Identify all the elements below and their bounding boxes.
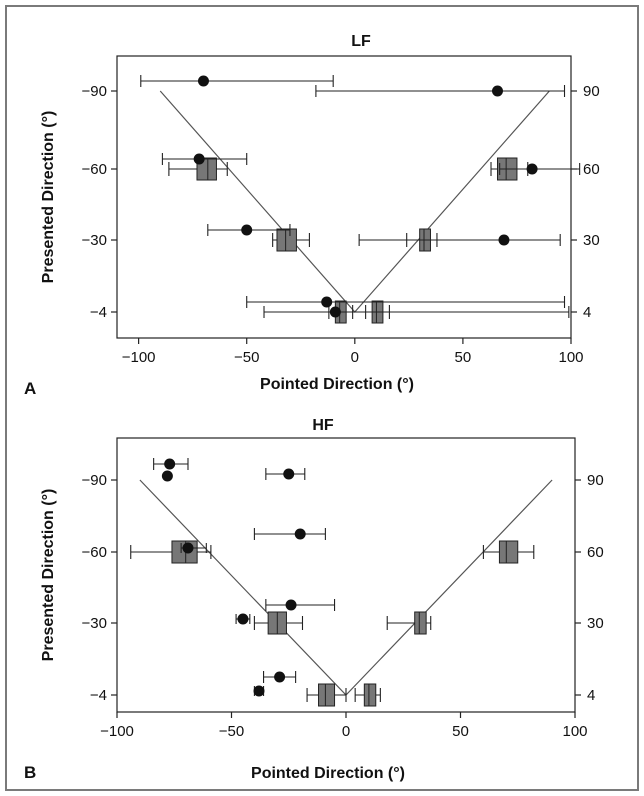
panel-a-title: LF [351,33,371,50]
panel-b-y-tick-label: −4 [90,687,107,704]
panel-b-point-marker [164,458,176,470]
panel-a-point [315,85,566,97]
panel-a-point-marker [498,234,510,246]
panel-a-point [499,163,581,175]
panel-b-point-marker [285,599,297,611]
panel-a-point [358,234,561,246]
panel-a-point [246,296,566,308]
panel-b-marker-dot [182,542,194,554]
panel-a-y-right-tick-label: 4 [583,304,591,321]
panel-b-point [153,458,189,470]
panel-a-y-right-tick-label: 60 [583,161,600,178]
panel-a-x-tick-label: 0 [351,349,359,366]
panel-a-x-tick-label: −50 [234,349,259,366]
panel-b-marker-dot [237,613,249,625]
panel-a-plot-area [116,55,572,339]
panel-b-y-right-tick-label: 30 [587,615,604,632]
panel-b-x-tick-label: −100 [100,723,134,740]
panel-b-letter: B [24,763,36,782]
panel-a-box-iqr [276,228,297,252]
panel-b-x-tick-label: 100 [562,723,587,740]
panel-a-point [207,224,291,236]
panel-b-box-iqr [498,540,519,564]
panel-a-point-marker [193,153,205,165]
panel-b-box [130,540,212,564]
panel-b-plot-area [116,437,576,713]
panel-a-y-tick-label: −90 [82,83,107,100]
panel-b-y-right-tick-label: 90 [587,472,604,489]
panel-b-box-iqr [414,611,427,635]
panel-a-x-axis-label: Pointed Direction (°) [260,376,414,393]
panel-b-point-marker [294,528,306,540]
panel-a-x-tick-label: 50 [455,349,472,366]
panel-b-point [253,528,326,540]
panel-b-x-tick-label: −50 [219,723,244,740]
panel-b-marker-dot [161,470,173,482]
panel-b-y-axis-label: Presented Direction (°) [40,489,57,662]
panel-a-point-marker [526,163,538,175]
figure-frame [5,5,639,791]
panel-a-y-right-tick-label: 90 [583,83,600,100]
panel-a-x-tick-label: 100 [558,349,583,366]
panel-a-point-marker [329,306,341,318]
panel-b-title: HF [312,417,334,434]
panel-b-marker-dot [253,685,265,697]
panel-b: HF B Pointed Direction (°) Presented Dir… [24,417,604,782]
panel-b-box [253,611,304,635]
panel-a-point-marker [491,85,503,97]
panel-b-point [265,599,336,611]
panel-b-x-tick-label: 0 [342,723,350,740]
panel-b-x-axis-label: Pointed Direction (°) [251,765,405,782]
panel-a-point-marker [321,296,333,308]
panel-b-box [386,611,432,635]
panel-b-x-tick-label: 50 [452,723,469,740]
panel-b-box-iqr [318,683,336,707]
panel-a-x-tick-label: −100 [122,349,156,366]
panel-b-point [265,468,306,480]
panel-b-box-iqr [363,683,377,707]
panel-a-reference-line [159,90,550,313]
panel-a-y-axis-label: Presented Direction (°) [40,111,57,284]
panel-b-box [482,540,535,564]
panel-a-y-right-tick-label: 30 [583,232,600,249]
panel-b-point-marker [274,671,286,683]
panel-a-box [272,228,310,252]
panel-a-y-tick-label: −60 [82,161,107,178]
panel-a-y-tick-label: −30 [82,232,107,249]
panel-b-box [306,683,347,707]
panel-b-y-right-tick-label: 60 [587,544,604,561]
panel-a-point [140,75,334,87]
panel-a-point [263,306,570,318]
panel-a: LF A Pointed Direction (°) Presented Dir… [24,33,600,398]
panel-b-y-right-tick-label: 4 [587,687,595,704]
panel-b-reference-line [139,479,553,696]
panel-b-y-tick-label: −90 [82,472,107,489]
panel-a-point-marker [197,75,209,87]
panel-b-box [354,683,381,707]
panel-a-point [161,153,248,165]
panel-a-point-marker [241,224,253,236]
panel-a-y-tick-label: −4 [90,304,107,321]
panel-b-y-tick-label: −60 [82,544,107,561]
panel-b-point [263,671,297,683]
panel-b-y-tick-label: −30 [82,615,107,632]
panel-b-point-marker [283,468,295,480]
panel-a-letter: A [24,379,36,398]
